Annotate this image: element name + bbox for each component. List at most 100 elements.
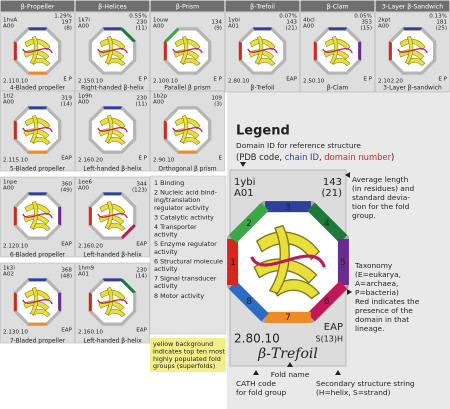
coil [397, 47, 428, 54]
cath-code: 2.115.10 [3, 158, 28, 164]
domain-id: 1hm9 [78, 266, 95, 272]
legend-part: chain ID [285, 152, 319, 162]
octagon-side [14, 106, 30, 122]
legend-part: ) [391, 152, 394, 162]
function-item: activity [154, 265, 178, 273]
strand [179, 114, 189, 143]
strand [330, 57, 351, 67]
header-tab [150, 0, 225, 12]
deviation: (15) [361, 26, 372, 32]
legend-cath: 2.80.10 [234, 332, 280, 346]
deviation: (9) [214, 26, 222, 32]
strand [179, 35, 189, 64]
arrow [240, 162, 246, 167]
function-item: 6 Structural molecule [154, 257, 223, 265]
domain-id: 1tl2 [3, 94, 14, 100]
deviation: (123) [132, 188, 147, 194]
deviation: (25) [436, 26, 447, 32]
strand [105, 136, 126, 146]
domain-num: A00 [78, 186, 89, 192]
octagon-side [420, 27, 436, 43]
octagon-side [307, 281, 348, 322]
deviation: (48) [61, 274, 72, 280]
octagon-side [45, 310, 61, 326]
octagon-side [89, 27, 105, 43]
legend-name: β-Trefoil [257, 346, 318, 362]
legend-line: Domain ID for reference structure [236, 141, 361, 150]
cath-code: 2.150.10 [78, 79, 103, 85]
octagon-side [120, 59, 136, 75]
side-number: 6 [324, 297, 330, 307]
structure [97, 114, 128, 146]
octagon-side [45, 106, 61, 122]
domain-num: A00 [3, 186, 14, 192]
fold-name: 3-Layer β-sandwich [383, 85, 442, 92]
domain-id: 1ee6 [78, 180, 92, 186]
function-item: 7 Signal transducer [154, 275, 217, 283]
strand [30, 57, 51, 67]
structure [97, 286, 128, 318]
octagon-side [89, 310, 105, 326]
annotation: (E=eukarya, [355, 270, 401, 279]
domain-id: 2kpt [378, 18, 391, 24]
structure [22, 35, 53, 67]
legend-domain: A01 [234, 188, 254, 199]
taxonomy: E P [213, 77, 222, 83]
length: 353 [361, 20, 372, 26]
function-item: 3 Catalytic activity [154, 213, 214, 221]
domain-id: 1ybi [228, 18, 240, 24]
taxonomy: E [218, 156, 222, 162]
taxonomy: EAP [136, 328, 147, 334]
octagon-side [45, 27, 61, 43]
strand [329, 35, 339, 64]
taxonomy: EAP [61, 156, 72, 162]
legend-part: , [319, 152, 324, 162]
header: β-Prism [176, 3, 199, 10]
side-number: 8 [246, 297, 252, 307]
coil [172, 47, 203, 54]
strand [105, 308, 126, 318]
domain-num: A00 [78, 24, 89, 30]
octagon-side [239, 59, 255, 75]
fold-name: Parallel β prism [164, 85, 211, 92]
note-line: groups (superfolds) [153, 362, 215, 370]
strand [30, 222, 51, 232]
header-tab [0, 0, 75, 12]
annotation: standard devia- [352, 193, 410, 202]
octagon-side [14, 59, 30, 75]
octagon-side [228, 281, 269, 322]
deviation: (8) [64, 26, 72, 32]
strand [271, 279, 321, 300]
octagon-side [45, 192, 61, 208]
annotation: Average length [352, 175, 409, 184]
taxonomy: E P [138, 77, 147, 83]
strand [180, 136, 201, 146]
strand [104, 286, 114, 315]
domain-num: A00 [3, 100, 14, 106]
fold-name: Left-handed β-helix [83, 338, 142, 345]
function-item: 2 Nucleic acid bind- [154, 189, 217, 197]
function-item: 5 Enzyme regulator [154, 240, 217, 248]
taxonomy: E P [63, 77, 72, 83]
octagon-side [120, 224, 136, 240]
octagon-side [195, 27, 211, 43]
strand [104, 114, 114, 143]
octagon-side [195, 59, 211, 75]
octagon-side [164, 138, 180, 154]
octagon-side [389, 27, 405, 43]
structure [22, 286, 53, 318]
cath-code: 2.120.10 [3, 244, 28, 250]
domain-num: A00 [153, 24, 164, 30]
length: 230 [136, 20, 147, 26]
length: 197 [61, 20, 72, 26]
coil [322, 47, 353, 54]
octagon-side [14, 138, 30, 154]
fold-name: 5-Bladed propeller [10, 166, 66, 173]
taxonomy: EAP [61, 242, 72, 248]
legend-dev: (21) [321, 188, 342, 199]
octagon-side [389, 59, 405, 75]
cath-code: 2.160.10 [78, 330, 103, 336]
cath-code: 2.100.10 [153, 79, 178, 85]
octagon-side [420, 59, 436, 75]
